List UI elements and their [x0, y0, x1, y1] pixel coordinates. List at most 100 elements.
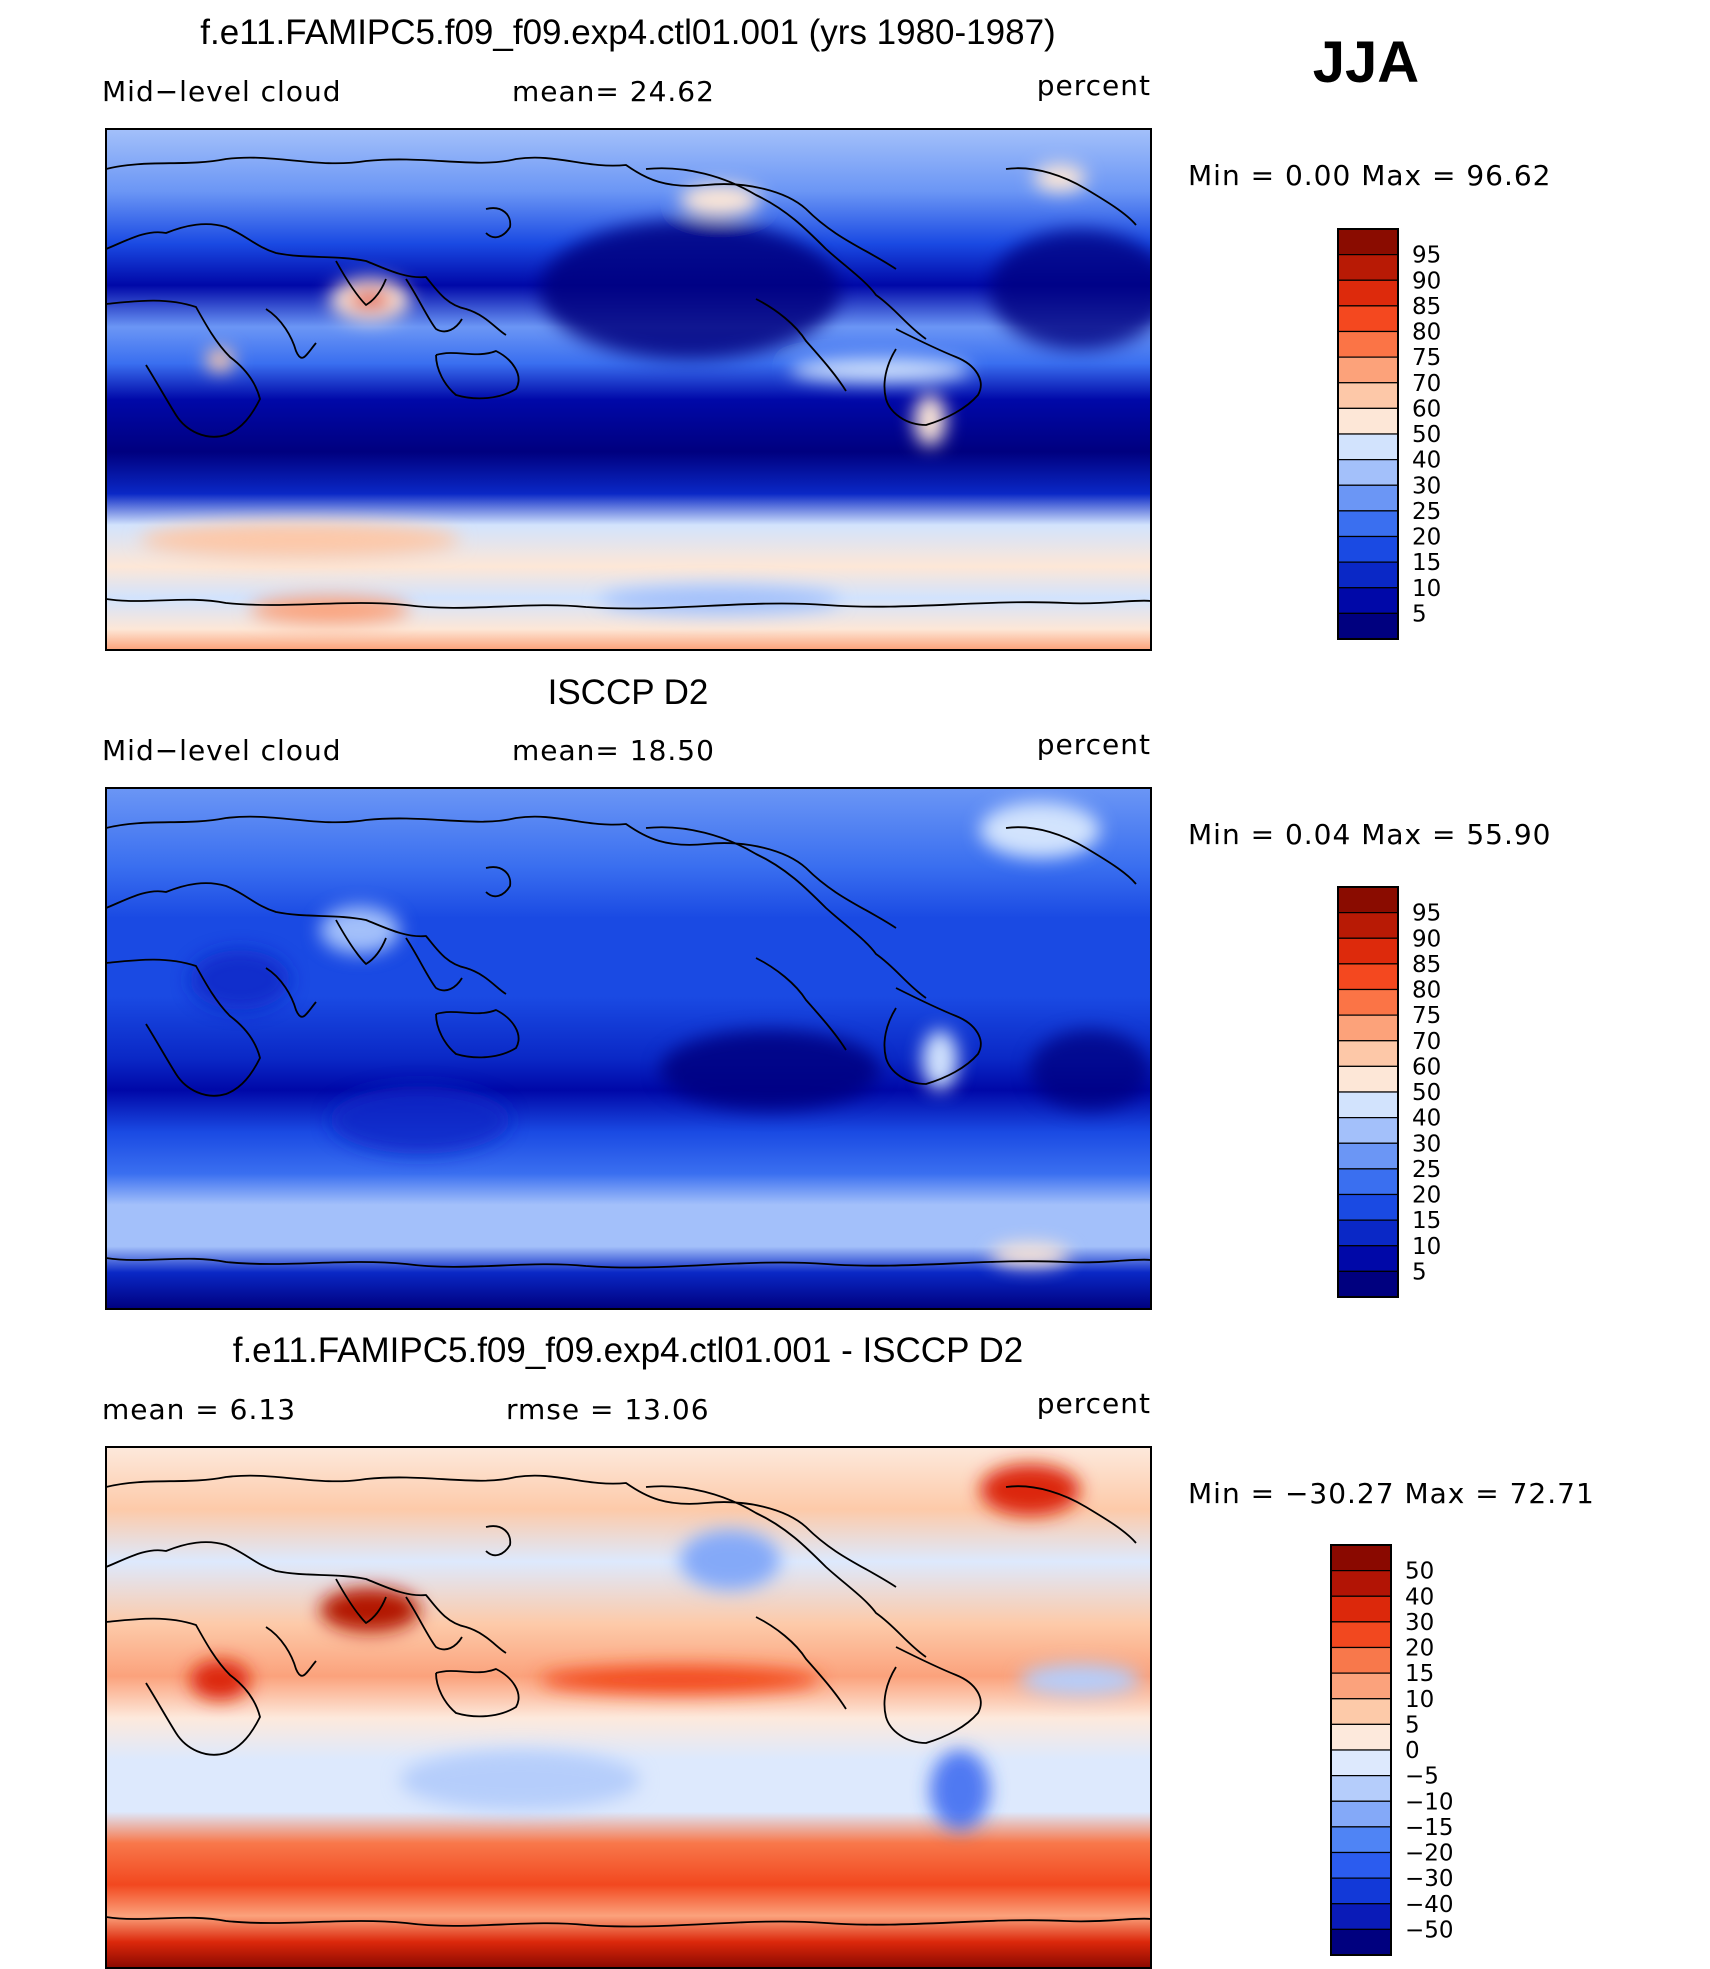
colorbar-tick-label: 30: [1412, 1131, 1441, 1157]
colorbar-tick-label: 10: [1405, 1687, 1434, 1713]
colorbar-tick-label: 50: [1412, 1080, 1441, 1106]
colorbar-swatch: [1337, 963, 1399, 991]
field-label: mean = 6.13: [102, 1393, 296, 1426]
panel-title: f.e11.FAMIPC5.f09_f09.exp4.ctl01.001 (yr…: [200, 13, 1055, 52]
min-max-label: Min = −30.27 Max = 72.71: [1188, 1477, 1595, 1510]
colorbar-tick-label: 95: [1412, 243, 1441, 269]
colorbar-tick-label: −40: [1405, 1892, 1454, 1918]
panel-obs: ISCCP D2 Mid−level cloud mean= 18.50 per…: [102, 673, 1552, 1310]
colorbar-swatch: [1337, 459, 1399, 486]
colorbar-swatch: [1330, 1903, 1392, 1930]
min-max-label: Min = 0.04 Max = 55.90: [1188, 818, 1552, 851]
colorbar-tick-label: 75: [1412, 1003, 1441, 1029]
colorbar-swatch: [1337, 1014, 1399, 1042]
colorbar-tick-label: 90: [1412, 926, 1441, 952]
colorbar-tick-label: 40: [1412, 1106, 1441, 1132]
colorbar-tick-label: 30: [1405, 1610, 1434, 1636]
units-label: percent: [1037, 728, 1151, 761]
colorbar-tick-label: 95: [1412, 901, 1441, 927]
colorbar-swatch: [1337, 612, 1399, 640]
colorbar-swatch: [1337, 1040, 1399, 1067]
colorbar-swatch: [1337, 1091, 1399, 1119]
colorbar-tick-label: 50: [1412, 422, 1441, 448]
colorbar-swatch: [1330, 1723, 1392, 1751]
panel-title: ISCCP D2: [548, 673, 709, 712]
panel-title: f.e11.FAMIPC5.f09_f09.exp4.ctl01.001 - I…: [233, 1331, 1024, 1370]
colorbar-swatch: [1337, 330, 1399, 358]
colorbar-swatch: [1337, 587, 1399, 614]
map-field: [106, 788, 1151, 1309]
colorbar-swatch: [1330, 1851, 1392, 1879]
colorbar-swatch: [1337, 1193, 1399, 1221]
colorbar-swatch: [1330, 1646, 1392, 1674]
colorbar-swatch: [1337, 1245, 1399, 1272]
colorbar-swatch: [1337, 1270, 1399, 1298]
rmse-label: rmse = 13.06: [506, 1393, 710, 1426]
colorbar-tick-label: 80: [1412, 978, 1441, 1004]
colorbar-swatch: [1337, 561, 1399, 589]
units-label: percent: [1037, 69, 1151, 102]
colorbar-tick-label: 75: [1412, 345, 1441, 371]
colorbar-tick-label: 90: [1412, 268, 1441, 294]
colorbar-tick-label: 20: [1412, 1183, 1441, 1209]
colorbar-tick-label: 20: [1405, 1636, 1434, 1662]
colorbar-tick-label: 70: [1412, 1029, 1441, 1055]
colorbar-tick-label: −15: [1405, 1815, 1454, 1841]
map-field: [106, 129, 1151, 650]
colorbar-swatch: [1337, 912, 1399, 939]
colorbar-tick-label: 15: [1412, 550, 1441, 576]
colorbar-swatch: [1337, 433, 1399, 461]
colorbar-swatch: [1337, 1117, 1399, 1144]
panel-model: f.e11.FAMIPC5.f09_f09.exp4.ctl01.001 (yr…: [102, 13, 1552, 651]
colorbar-tick-label: 15: [1412, 1208, 1441, 1234]
colorbar-tick-label: 20: [1412, 525, 1441, 551]
colorbar-swatch: [1337, 254, 1399, 281]
colorbar-swatch: [1330, 1595, 1392, 1623]
colorbar-swatch: [1337, 382, 1399, 409]
colorbar-swatch: [1330, 1826, 1392, 1854]
colorbar-swatch: [1330, 1928, 1392, 1956]
panel-diff: f.e11.FAMIPC5.f09_f09.exp4.ctl01.001 - I…: [102, 1331, 1595, 1969]
colorbar-swatch: [1337, 1142, 1399, 1170]
colorbar-swatch: [1337, 1219, 1399, 1247]
colorbar-swatch: [1330, 1698, 1392, 1725]
colorbar-swatch: [1330, 1672, 1392, 1700]
colorbar-tick-label: 40: [1412, 448, 1441, 474]
colorbar-swatch: [1337, 407, 1399, 435]
colorbar-tick-label: 30: [1412, 473, 1441, 499]
colorbar-tick-label: 15: [1405, 1661, 1434, 1687]
colorbar-swatch: [1337, 1065, 1399, 1093]
colorbar-tick-label: 25: [1412, 499, 1441, 525]
colorbar-swatch: [1330, 1749, 1392, 1777]
colorbar-tick-label: −20: [1405, 1841, 1454, 1867]
colorbar-tick-label: 70: [1412, 371, 1441, 397]
colorbar-tick-label: 60: [1412, 396, 1441, 422]
colorbar-swatch: [1330, 1800, 1392, 1828]
colorbar-tick-label: 5: [1405, 1712, 1420, 1738]
colorbar-frame: [1330, 1544, 1392, 1956]
colorbar-swatch: [1337, 279, 1399, 307]
season-label: JJA: [1313, 30, 1419, 95]
colorbar-swatch: [1337, 988, 1399, 1016]
min-max-label: Min = 0.00 Max = 96.62: [1188, 159, 1552, 192]
colorbar-swatch: [1337, 510, 1399, 538]
map-frame: [105, 787, 1152, 1310]
colorbar-tick-label: 5: [1412, 1259, 1427, 1285]
colorbar-tick-label: 10: [1412, 1234, 1441, 1260]
colorbar-swatch: [1330, 1544, 1392, 1572]
field-label: Mid−level cloud: [102, 734, 341, 767]
colorbar-swatch: [1337, 356, 1399, 384]
colorbar-tick-label: 80: [1412, 320, 1441, 346]
colorbar-swatch: [1337, 305, 1399, 333]
units-label: percent: [1037, 1387, 1151, 1420]
colorbar-tick-label: 50: [1405, 1559, 1434, 1585]
mean-label: mean= 24.62: [512, 75, 715, 108]
colorbar-swatch: [1337, 886, 1399, 914]
colorbar-swatch: [1330, 1775, 1392, 1802]
colorbar-swatch: [1337, 937, 1399, 965]
map-frame: [105, 1446, 1152, 1969]
colorbar-swatch: [1337, 484, 1399, 512]
